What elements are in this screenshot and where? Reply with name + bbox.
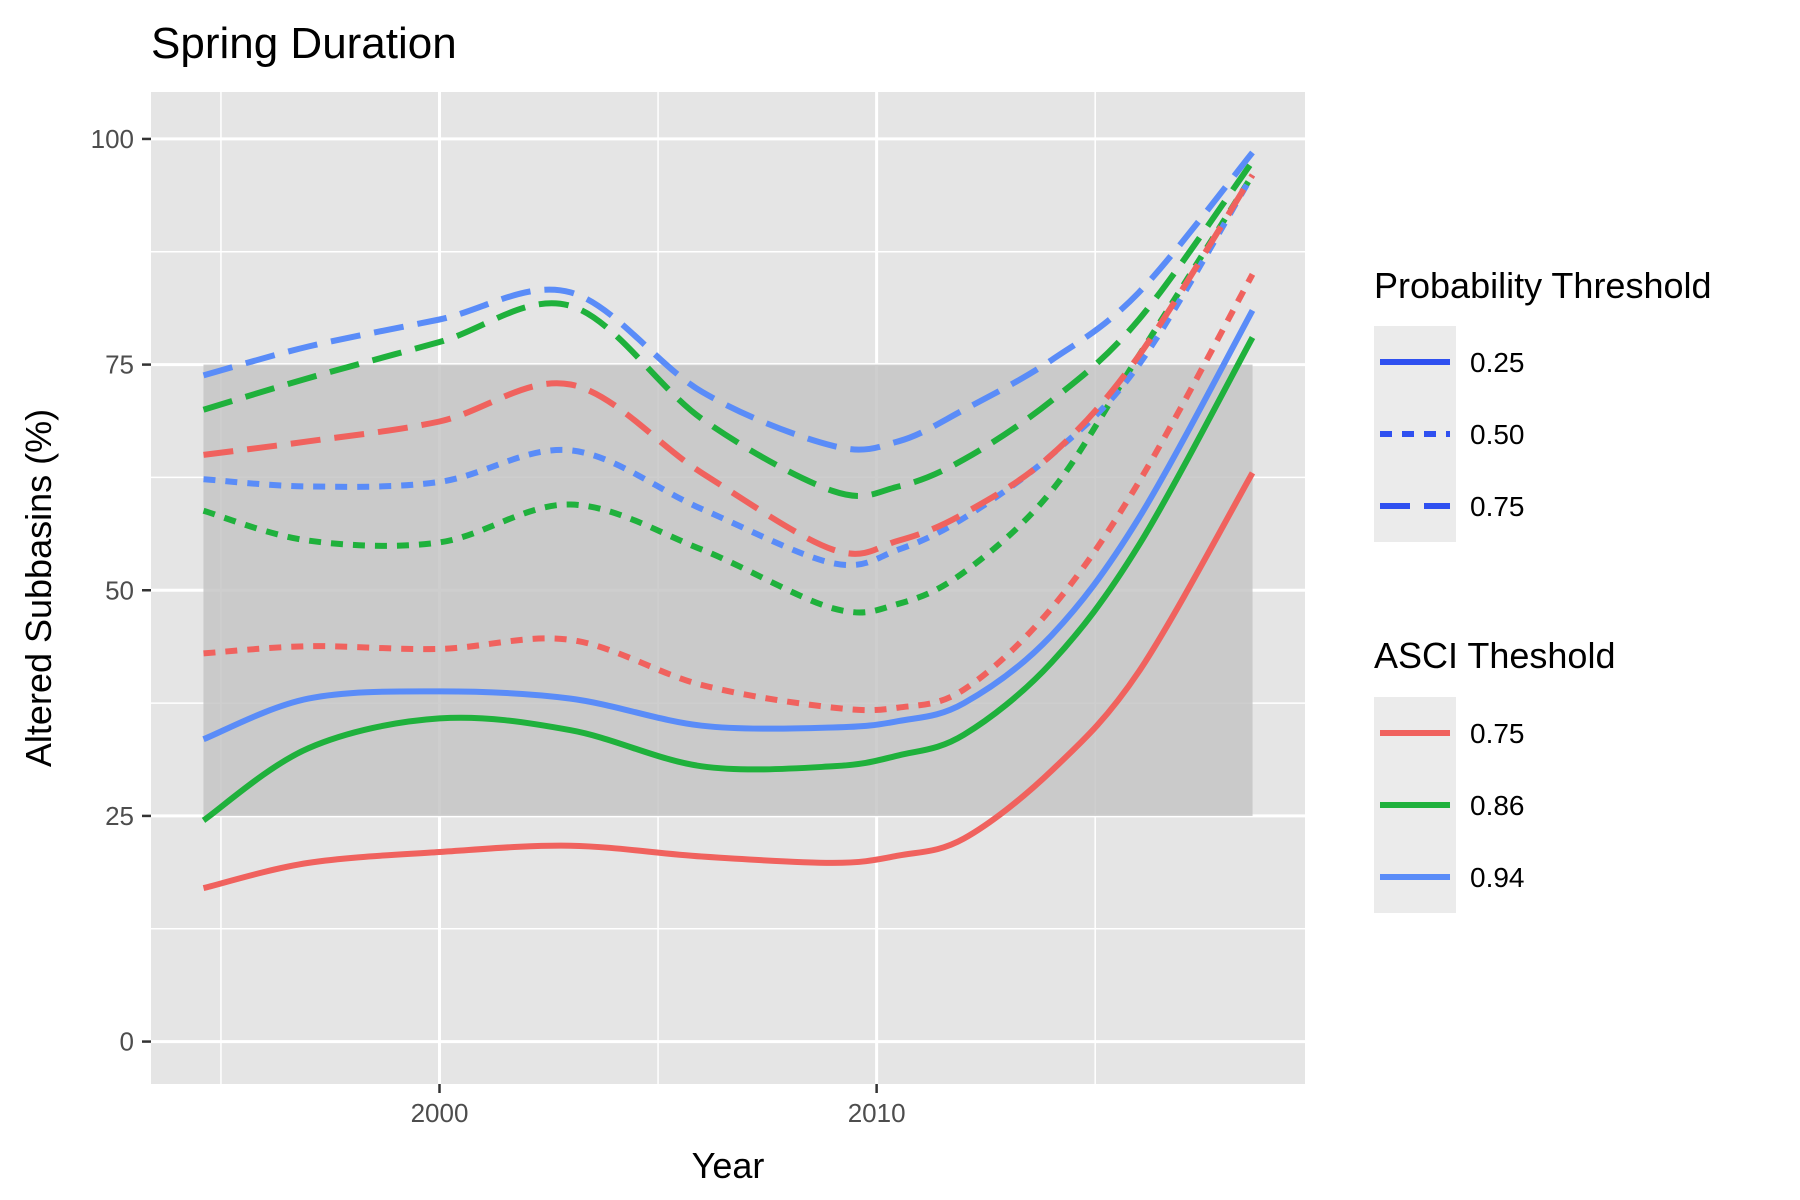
legend-probability-label: 0.75	[1470, 491, 1525, 522]
y-tick-label: 100	[91, 124, 134, 154]
x-axis-title: Year	[692, 1145, 765, 1186]
y-axis: 0 25 50 75 100	[91, 124, 151, 1057]
series-line-asci-0.75-prob-0.50	[203, 272, 1256, 714]
series-line-asci-0.94-prob-0.50	[203, 173, 1256, 569]
series-lines	[201, 150, 1256, 892]
series-line-asci-0.94-prob-0.25	[202, 308, 1256, 742]
chart-title: Spring Duration	[151, 19, 457, 68]
legend-probability-items: 0.25 0.50 0.75	[1380, 347, 1525, 522]
y-tick-label: 0	[120, 1027, 134, 1057]
legend-asci-title: ASCI Theshold	[1374, 635, 1615, 676]
x-tick-label: 2010	[848, 1098, 906, 1128]
y-axis-title: Altered Subbasins (%)	[18, 409, 59, 767]
series-line-asci-0.75-prob-0.75	[203, 173, 1256, 557]
legend-probability-title: Probability Threshold	[1374, 265, 1712, 306]
series-line-asci-0.94-prob-0.75	[202, 150, 1255, 453]
legend-probability: Probability Threshold 0.25 0.50 0.75	[1374, 265, 1712, 542]
series-line-asci-0.86-prob-0.25	[201, 336, 1256, 823]
legend-asci-items: 0.75 0.86 0.94	[1380, 718, 1525, 893]
series-line-asci-0.86-prob-0.75	[202, 159, 1255, 499]
y-tick-label: 75	[105, 350, 134, 380]
legend-probability-label: 0.25	[1470, 347, 1525, 378]
y-tick-label: 50	[105, 575, 134, 605]
x-tick-label: 2000	[411, 1098, 469, 1128]
y-tick-label: 25	[105, 801, 134, 831]
legend-asci-label: 0.75	[1470, 718, 1525, 749]
series-line-asci-0.75-prob-0.25	[202, 471, 1256, 892]
legend-probability-label: 0.50	[1470, 419, 1525, 450]
legend-asci-label: 0.86	[1470, 790, 1525, 821]
legend-asci: ASCI Theshold 0.75 0.86 0.94	[1374, 635, 1615, 913]
series-line-asci-0.86-prob-0.50	[202, 173, 1256, 616]
x-axis: 2000 2010	[411, 1084, 906, 1128]
legend-asci-label: 0.94	[1470, 862, 1525, 893]
